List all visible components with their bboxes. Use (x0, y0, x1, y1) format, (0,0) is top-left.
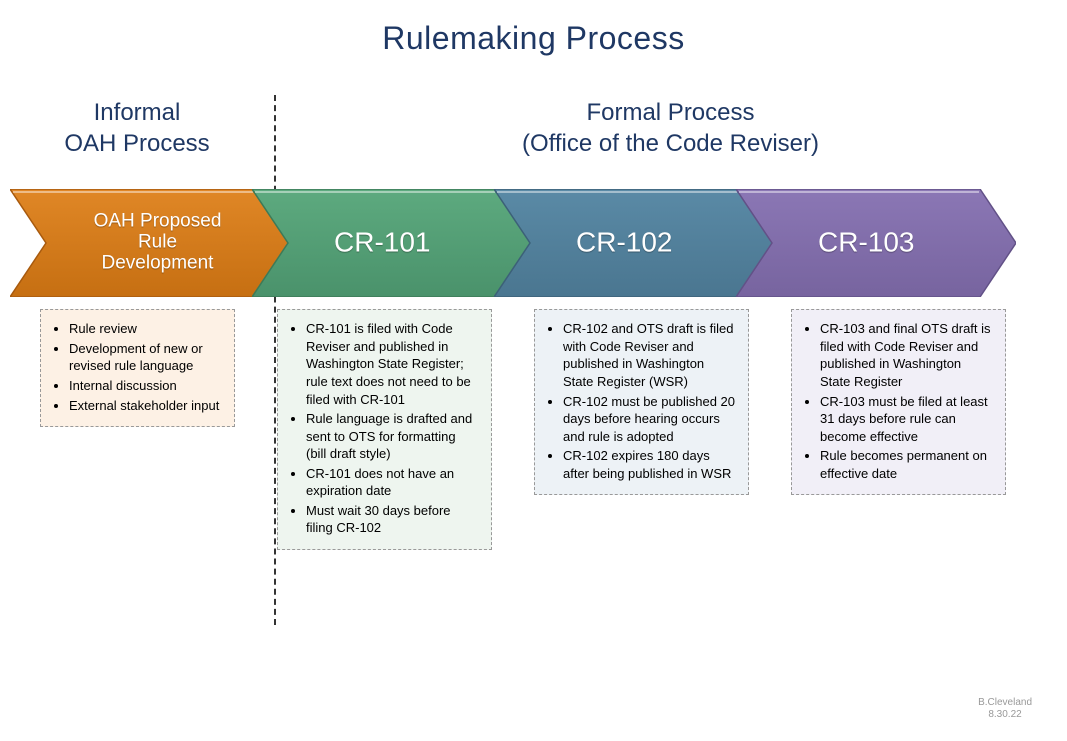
detail-list: CR-102 and OTS draft is filed with Code … (545, 320, 736, 482)
credit-author: B.Cleveland (978, 697, 1032, 709)
process-arrow-label-1: CR-101 (334, 228, 494, 259)
process-arrow-3: CR-103 (736, 189, 1016, 297)
detail-item: CR-103 must be filed at least 31 days be… (820, 393, 993, 446)
process-arrow-2: CR-102 (494, 189, 774, 297)
detail-item: Development of new or revised rule langu… (69, 340, 222, 375)
page-title: Rulemaking Process (0, 0, 1067, 57)
detail-list: CR-101 is filed with Code Reviser and pu… (288, 320, 479, 537)
section-header-1: Formal Process(Office of the Code Revise… (274, 97, 1067, 159)
detail-item: Rule review (69, 320, 222, 338)
detail-item: CR-102 expires 180 days after being publ… (563, 447, 736, 482)
detail-item: Rule language is drafted and sent to OTS… (306, 410, 479, 463)
credit-date: 8.30.22 (978, 709, 1032, 721)
detail-list: Rule review Development of new or revised… (51, 320, 222, 414)
detail-item: Must wait 30 days before filing CR-102 (306, 502, 479, 537)
detail-item: Internal discussion (69, 377, 222, 395)
detail-item: CR-101 does not have an expiration date (306, 465, 479, 500)
detail-boxes-row: Rule review Development of new or revised… (0, 309, 1067, 550)
section-divider (274, 95, 276, 625)
arrows-row: OAH ProposedRuleDevelopment CR-101 CR-10… (0, 189, 1067, 297)
detail-box-1: CR-101 is filed with Code Reviser and pu… (277, 309, 492, 550)
detail-item: CR-102 must be published 20 days before … (563, 393, 736, 446)
credit: B.Cleveland 8.30.22 (978, 697, 1032, 721)
detail-item: CR-102 and OTS draft is filed with Code … (563, 320, 736, 390)
detail-item: Rule becomes permanent on effective date (820, 447, 993, 482)
detail-item: CR-103 and final OTS draft is filed with… (820, 320, 993, 390)
process-arrow-label-2: CR-102 (576, 228, 736, 259)
detail-item: External stakeholder input (69, 397, 222, 415)
process-arrow-label-3: CR-103 (818, 228, 978, 259)
section-header-0: InformalOAH Process (0, 97, 274, 159)
detail-box-2: CR-102 and OTS draft is filed with Code … (534, 309, 749, 495)
section-headers-row: InformalOAH ProcessFormal Process(Office… (0, 97, 1067, 159)
detail-item: CR-101 is filed with Code Reviser and pu… (306, 320, 479, 408)
process-arrow-1: CR-101 (252, 189, 532, 297)
detail-box-3: CR-103 and final OTS draft is filed with… (791, 309, 1006, 495)
detail-list: CR-103 and final OTS draft is filed with… (802, 320, 993, 482)
process-arrow-label-0: OAH ProposedRuleDevelopment (75, 212, 240, 275)
process-arrow-0: OAH ProposedRuleDevelopment (10, 189, 290, 297)
detail-box-0: Rule review Development of new or revised… (40, 309, 235, 427)
